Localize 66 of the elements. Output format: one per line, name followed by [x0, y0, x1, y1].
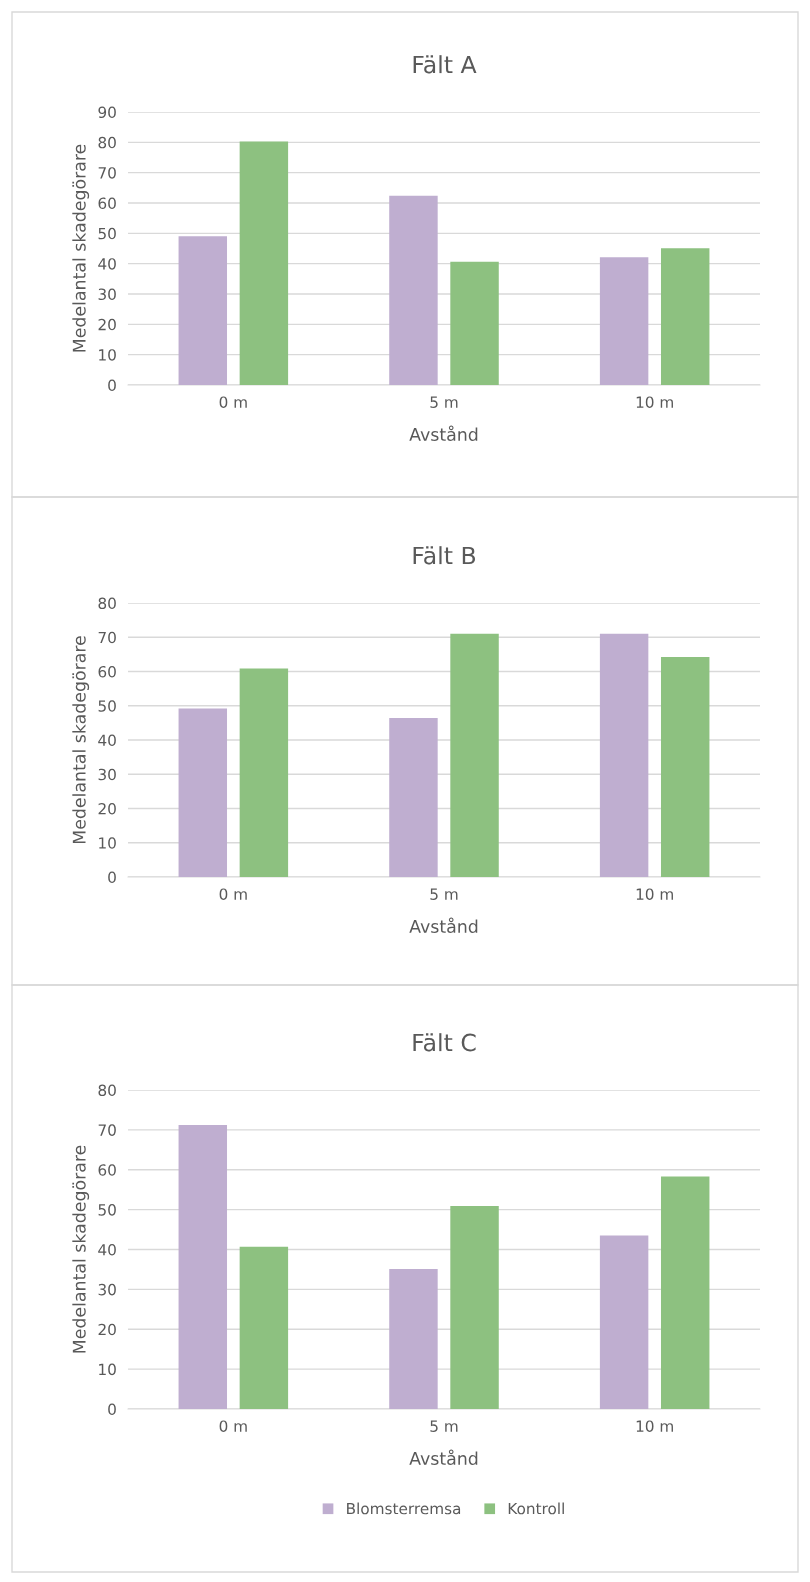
y-tick-label: 60: [98, 665, 116, 678]
y-tick-label: 10: [99, 837, 116, 849]
y-tick-label: 30: [98, 288, 116, 301]
y-tick-label: 30: [98, 768, 116, 781]
bar: [450, 633, 499, 877]
bar: [599, 1235, 649, 1409]
legend-label: Blomsterremsa: [347, 1502, 461, 1515]
bar: [389, 1269, 438, 1409]
y-tick-label: 70: [98, 1124, 116, 1136]
x-axis-title: Avstånd: [409, 917, 478, 933]
bar: [389, 718, 438, 877]
bar: [389, 195, 438, 385]
chart-title: Fält A: [413, 55, 477, 74]
bar: [660, 248, 710, 385]
y-tick-label: 50: [98, 700, 116, 712]
y-tick-label: 0: [108, 379, 116, 392]
bar: [239, 668, 289, 877]
y-tick-label: 60: [98, 1164, 116, 1176]
bar: [178, 1125, 228, 1409]
y-tick-label: 20: [98, 802, 116, 815]
y-axis-title: Medelantal skadegörare: [72, 144, 90, 352]
chart-title: Fält B: [413, 546, 476, 565]
x-tick-label: 0 m: [219, 888, 247, 900]
bar: [178, 236, 228, 385]
y-tick-label: 40: [98, 258, 116, 270]
y-tick-label: 60: [98, 197, 116, 210]
x-tick-label: 10 m: [636, 888, 673, 900]
y-tick-label: 0: [108, 871, 116, 884]
y-tick-label: 50: [98, 1204, 116, 1216]
y-tick-label: 40: [98, 734, 116, 747]
y-tick-label: 0: [108, 1403, 116, 1416]
bar: [239, 1246, 289, 1409]
x-tick-label: 10 m: [636, 396, 673, 408]
bar: [239, 141, 289, 385]
y-tick-label: 10: [99, 1363, 116, 1376]
y-tick-label: 50: [98, 227, 116, 240]
x-tick-label: 5 m: [430, 888, 458, 900]
x-tick-label: 5 m: [430, 1420, 458, 1432]
y-tick-label: 40: [98, 1243, 116, 1256]
y-tick-label: 20: [98, 318, 116, 331]
bar: [450, 261, 499, 385]
y-tick-label: 80: [98, 597, 116, 610]
x-tick-label: 5 m: [430, 396, 458, 408]
y-tick-label: 80: [98, 136, 116, 149]
y-axis-title: Medelantal skadegörare: [72, 636, 90, 844]
y-tick-label: 70: [98, 167, 116, 179]
x-tick-label: 0 m: [219, 396, 247, 408]
x-tick-label: 10 m: [636, 1420, 673, 1432]
y-tick-label: 70: [98, 631, 116, 644]
y-tick-label: 20: [98, 1323, 116, 1336]
chart-title: Fält C: [413, 1033, 476, 1052]
y-axis-title: Medelantal skadegörare: [72, 1145, 90, 1353]
x-axis-title: Avstånd: [409, 1449, 478, 1465]
bar: [450, 1206, 499, 1409]
bar: [599, 633, 649, 877]
y-tick-label: 10: [99, 349, 116, 361]
x-axis-title: Avstånd: [409, 425, 478, 441]
y-tick-label: 80: [98, 1084, 116, 1097]
bar: [660, 1176, 710, 1409]
y-tick-label: 30: [98, 1283, 116, 1296]
bar: [660, 657, 710, 877]
bar: [178, 708, 228, 877]
y-tick-label: 90: [98, 106, 116, 119]
x-tick-label: 0 m: [219, 1420, 247, 1432]
bar: [599, 257, 649, 385]
legend-label: Kontroll: [508, 1502, 564, 1515]
